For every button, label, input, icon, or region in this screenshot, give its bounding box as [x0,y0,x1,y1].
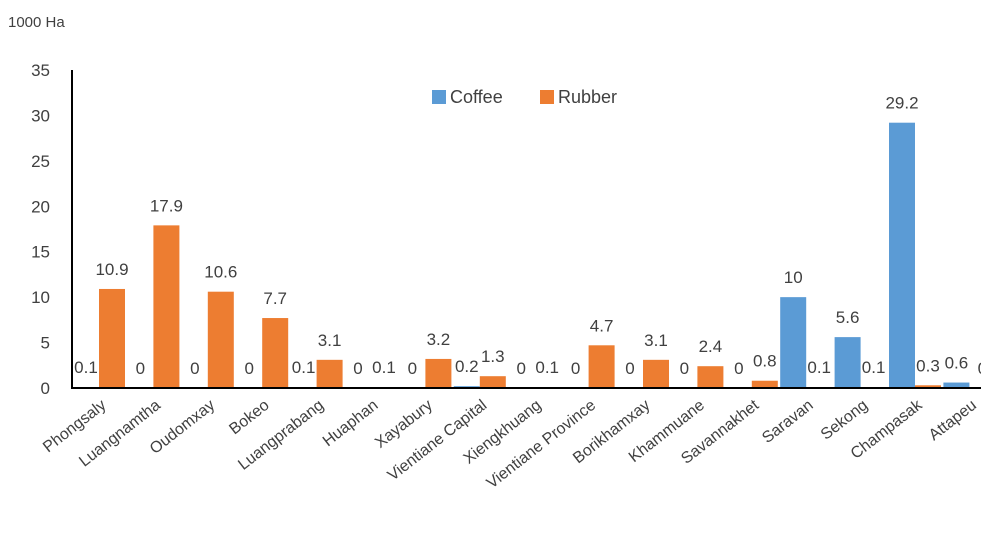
bar-rubber [643,359,669,388]
legend-swatch-coffee [432,90,446,104]
data-label-rubber: 0.1 [862,358,886,377]
x-tick-label: Huaphan [320,397,382,450]
y-tick-label: 10 [31,288,50,307]
data-label-coffee: 0 [571,359,580,378]
y-axis-labels: 0 5 10 15 20 25 30 35 [31,61,50,398]
bar-rubber [697,366,724,388]
data-label-rubber: 0.3 [916,356,940,375]
data-label-rubber: 0.1 [535,358,559,377]
data-label-rubber: 4.7 [590,316,614,335]
bar-rubber [262,318,289,388]
bar-coffee [834,337,861,388]
legend: Coffee Rubber [432,87,617,107]
bar-rubber [316,359,343,388]
data-label-coffee: 0.1 [74,358,98,377]
y-tick-label: 0 [41,379,50,398]
x-tick-label: Attapeu [926,397,980,444]
data-label-rubber: 3.2 [427,330,451,349]
data-label-rubber: 0 [978,359,981,378]
value-labels: 0.1 0 0 0 0.1 0 0 0.2 0 0 0 0 0 10 5.6 29.2 0.6 10.9 17.9 1… [74,94,981,378]
data-label-coffee: 0 [408,359,417,378]
data-label-rubber: 0.1 [807,358,831,377]
data-label-rubber: 0.8 [753,352,777,371]
data-label-coffee: 0 [516,359,525,378]
data-label-rubber: 2.4 [699,337,723,356]
data-label-coffee: 5.6 [836,308,860,327]
data-label-rubber: 7.7 [263,289,287,308]
data-label-rubber: 1.3 [481,347,505,366]
bar-rubber [751,380,778,388]
x-tick-label: Bokeo [226,397,272,438]
data-label-coffee: 29.2 [885,94,918,113]
data-label-coffee: 0 [680,359,689,378]
bar-rubber [207,291,234,388]
unit-label: 1000 Ha [8,14,65,31]
bar-rubber [588,345,615,388]
data-label-coffee: 0 [244,359,253,378]
y-tick-label: 20 [31,197,50,216]
bar-coffee [943,382,970,388]
legend-label-rubber: Rubber [558,87,617,107]
data-label-rubber: 10.6 [204,263,237,282]
data-label-coffee: 0 [353,359,362,378]
x-tick-label: Saravan [759,397,816,447]
data-label-rubber: 10.9 [95,260,128,279]
data-label-rubber: 3.1 [318,331,342,350]
bar-rubber [99,288,125,388]
bar-rubber [479,376,506,388]
bars [73,122,970,388]
data-label-coffee: 0 [734,359,743,378]
y-tick-label: 5 [41,334,50,353]
data-label-coffee: 0.6 [945,354,969,373]
data-label-rubber: 17.9 [150,196,183,215]
data-label-coffee: 10 [784,268,803,287]
y-tick-label: 30 [31,106,50,125]
data-label-coffee: 0 [625,359,634,378]
bar-rubber [425,358,452,388]
y-tick-label: 25 [31,152,50,171]
data-label-coffee: 0.1 [292,358,316,377]
data-label-coffee: 0 [136,359,145,378]
bar-rubber [153,225,180,388]
legend-label-coffee: Coffee [450,87,503,107]
data-label-coffee: 0 [190,359,199,378]
bar-coffee [780,297,807,388]
x-tick-label: Vientiane Capital [385,397,491,485]
bar-rubber [915,385,941,388]
data-label-rubber: 3.1 [644,331,668,350]
bar-coffee [889,122,915,388]
y-tick-label: 35 [31,61,50,80]
legend-swatch-rubber [540,90,554,104]
data-label-rubber: 0.1 [372,358,396,377]
data-label-coffee: 0.2 [455,357,479,376]
y-tick-label: 15 [31,243,50,262]
